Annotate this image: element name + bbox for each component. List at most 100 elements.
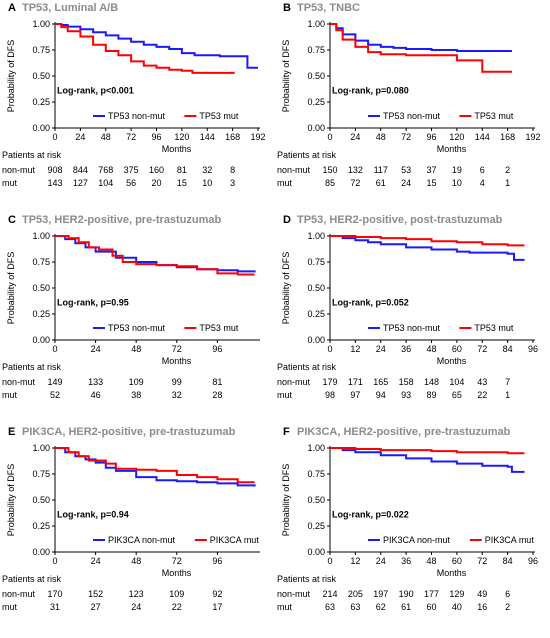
y-tick-label: 1.00 [32,443,50,453]
x-tick-label: 48 [426,344,436,354]
y-tick-label: 1.00 [307,19,325,29]
x-tick-label: 72 [401,132,411,142]
risk-row-label: non-mut [2,165,36,175]
risk-value: 768 [98,165,113,175]
risk-value: 152 [88,589,103,599]
risk-row-label: non-mut [277,165,311,175]
x-tick-label: 60 [452,344,462,354]
x-tick-label: 72 [172,556,182,566]
km-curve-mut [330,447,525,455]
x-tick-label: 12 [350,556,360,566]
risk-value: 92 [212,589,222,599]
km-plot-svg: A TP53, Luminal A/B Probability of DFS 0.00… [2,2,266,188]
risk-value: 16 [477,602,487,612]
y-tick-label: 0.50 [32,495,50,505]
panel-title: TP53, Luminal A/B [22,2,118,14]
km-panel-f: F PIK3CA, HER2-positive, pre-trastuzumab P… [275,424,550,636]
x-tick-label: 96 [212,556,222,566]
risk-value: 53 [401,165,411,175]
risk-value: 22 [172,602,182,612]
legend-label-non_mut: TP53 non-mut [108,323,166,333]
legend-label-non_mut: TP53 non-mut [383,111,441,121]
x-tick-label: 48 [101,132,111,142]
legend-label-mut: TP53 mut [199,111,239,121]
y-tick-label: 0.25 [307,309,325,319]
risk-value: 150 [322,165,337,175]
risk-value: 15 [426,178,436,188]
risk-value: 2 [505,602,510,612]
risk-value: 52 [50,390,60,400]
y-tick-label: 0.25 [32,521,50,531]
risk-row-label: non-mut [277,377,311,387]
logrank-annotation: Log-rank, p<0.001 [57,86,134,96]
y-tick-label: 0.75 [32,45,50,55]
y-axis-label: Probability of DFS [281,464,291,537]
risk-value: 94 [376,390,386,400]
risk-value: 109 [129,377,144,387]
risk-header: Patients at risk [277,150,337,160]
risk-value: 132 [348,165,363,175]
risk-row-label: mut [2,390,18,400]
logrank-annotation: Log-rank, p=0.95 [57,298,129,308]
legend-label-mut: PIK3CA mut [210,535,260,545]
risk-value: 3 [230,178,235,188]
x-tick-label: 192 [525,132,540,142]
risk-value: 93 [401,390,411,400]
risk-value: 4 [480,178,485,188]
x-tick-label: 84 [503,344,513,354]
panel-label: B [283,2,291,14]
risk-value: 129 [449,589,464,599]
risk-header: Patients at risk [2,574,62,584]
risk-value: 117 [374,165,388,175]
x-tick-label: 48 [376,132,386,142]
y-tick-label: 0.50 [32,283,50,293]
panel-title: TP53, HER2-positive, post-trastuzumab [297,214,503,226]
km-plot-svg: F PIK3CA, HER2-positive, pre-trastuzumab P… [277,426,538,612]
logrank-annotation: Log-rank, p=0.022 [332,510,409,520]
km-curve-non_mut [55,23,258,69]
risk-value: 133 [88,377,103,387]
y-tick-label: 0.75 [307,257,325,267]
panel-label: C [8,214,16,226]
y-tick-label: 0.00 [32,547,50,557]
risk-value: 123 [129,589,144,599]
km-curve-non_mut [330,447,525,473]
risk-header: Patients at risk [2,150,62,160]
logrank-annotation: Log-rank, p=0.080 [332,86,409,96]
x-tick-label: 24 [75,132,85,142]
risk-value: 375 [124,165,139,175]
legend-label-non_mut: TP53 non-mut [383,323,441,333]
km-plot-svg: C TP53, HER2-positive, pre-trastuzumab Pro… [2,214,260,400]
risk-value: 17 [212,602,222,612]
risk-row-label: non-mut [277,589,311,599]
risk-row-label: mut [277,178,293,188]
y-tick-label: 0.75 [32,469,50,479]
km-curve-non_mut [55,447,256,487]
risk-value: 28 [212,390,222,400]
risk-row-label: mut [277,602,293,612]
x-tick-label: 144 [200,132,215,142]
x-tick-label: 120 [174,132,189,142]
risk-value: 10 [202,178,212,188]
risk-value: 61 [401,602,411,612]
legend-label-mut: PIK3CA mut [485,535,535,545]
y-axis-label: Probability of DFS [6,252,16,325]
km-panel-e: E PIK3CA, HER2-positive, pre-trastuzumab P… [0,424,275,636]
risk-value: 104 [449,377,464,387]
x-tick-label: 72 [477,344,487,354]
risk-value: 97 [350,390,360,400]
risk-value: 62 [376,602,386,612]
risk-value: 1 [505,178,510,188]
panel-label: F [283,426,290,438]
risk-value: 27 [91,602,101,612]
risk-value: 127 [73,178,88,188]
y-tick-label: 0.50 [307,495,325,505]
x-tick-label: 168 [225,132,240,142]
panel-label: D [283,214,291,226]
x-axis-label: Months [162,144,192,154]
y-tick-label: 0.25 [307,521,325,531]
x-tick-label: 72 [126,132,136,142]
x-tick-label: 0 [52,556,57,566]
risk-value: 46 [91,390,101,400]
x-tick-label: 48 [426,556,436,566]
